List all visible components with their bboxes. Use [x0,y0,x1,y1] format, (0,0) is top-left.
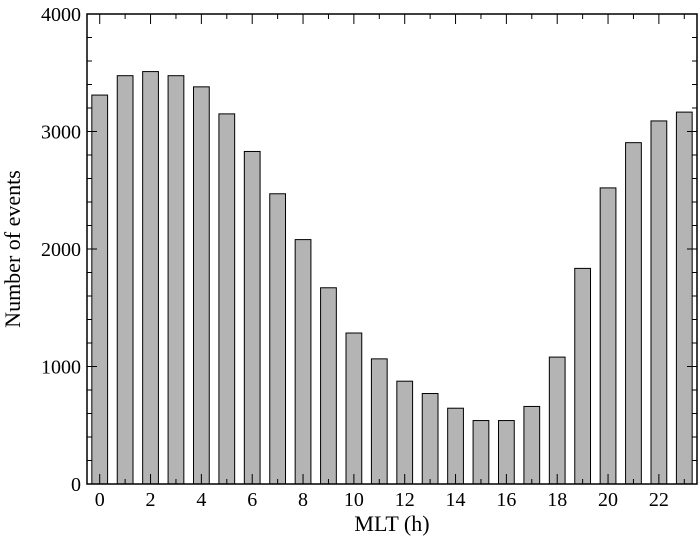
bar-mlt-0 [91,94,109,485]
bar-mlt-15 [472,420,490,485]
x-tick-label-22: 22 [649,489,669,511]
bar-mlt-22 [650,120,668,485]
bar-mlt-11 [370,358,388,485]
x-tick-label-2: 2 [146,489,156,511]
x-tick-label-8: 8 [298,489,308,511]
bar-mlt-9 [320,287,337,485]
y-tick-label-1000: 1000 [41,357,81,379]
bar-mlt-17 [523,405,541,485]
bar-mlt-23 [675,111,693,485]
labels-layer: 0 2 4 6 8 10 12 14 16 18 20 22 0 1000 2000 3000 4000 [41,4,669,511]
bar-mlt-4 [193,86,210,485]
x-tick-label-4: 4 [196,489,206,511]
x-tick-label-14: 14 [446,489,466,511]
ticks-layer [87,13,697,485]
bar-mlt-2 [142,71,159,485]
x-tick-label-6: 6 [247,489,257,511]
x-tick-label-16: 16 [496,489,516,511]
bar-mlt-18 [548,356,566,485]
x-axis-title: MLT (h) [354,511,429,536]
bar-mlt-21 [625,142,642,485]
plot-frame [86,13,698,485]
y-axis-title: Number of events [0,170,25,328]
bar-mlt-6 [243,150,261,485]
x-tick-label-0: 0 [95,489,105,511]
y-tick-label-3000: 3000 [41,122,81,144]
bar-mlt-19 [574,267,592,485]
bar-mlt-7 [269,193,287,485]
bars-layer [91,71,693,485]
bar-mlt-8 [294,239,312,485]
y-tick-label-0: 0 [71,474,81,496]
x-tick-label-12: 12 [395,489,415,511]
bar-mlt-14 [447,407,464,485]
y-tick-label-4000: 4000 [41,4,81,26]
bar-mlt-5 [218,113,236,485]
bar-mlt-3 [167,75,185,485]
bar-mlt-10 [345,332,363,485]
y-tick-label-2000: 2000 [41,239,81,261]
x-tick-label-18: 18 [547,489,567,511]
bar-mlt-1 [116,75,134,485]
bar-mlt-12 [396,380,414,485]
x-tick-label-20: 20 [598,489,618,511]
bar-mlt-13 [421,393,439,485]
x-tick-label-10: 10 [344,489,364,511]
bar-mlt-20 [599,187,617,485]
